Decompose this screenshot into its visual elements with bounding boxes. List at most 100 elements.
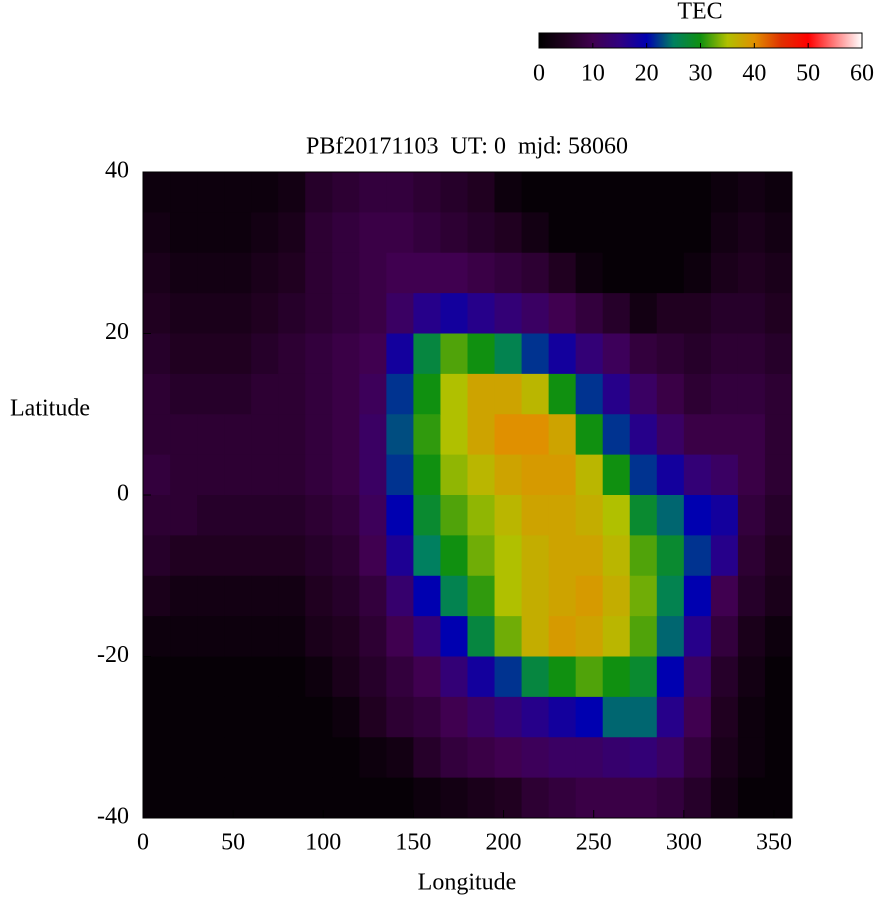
- heat-cell: [710, 333, 739, 375]
- heat-cell: [305, 495, 333, 536]
- heat-cell: [575, 212, 604, 254]
- heat-cell: [359, 414, 387, 456]
- heat-cell: [521, 575, 550, 617]
- heat-cell: [224, 616, 252, 657]
- heat-cell: [332, 737, 360, 779]
- heat-cell: [278, 696, 306, 738]
- heat-cell: [629, 777, 658, 819]
- heat-cell: [737, 212, 766, 254]
- heat-cell: [305, 777, 333, 819]
- heat-cell: [332, 293, 360, 334]
- heat-cell: [170, 495, 198, 536]
- heat-cell: [413, 333, 441, 375]
- heat-cell: [170, 656, 198, 698]
- heat-cell: [737, 696, 766, 738]
- heat-cell: [629, 656, 658, 698]
- heat-cell: [683, 656, 712, 698]
- heat-cell: [710, 172, 739, 213]
- heat-cell: [521, 333, 550, 375]
- heat-cell: [332, 373, 360, 415]
- heat-cell: [224, 333, 252, 375]
- heat-cell: [197, 293, 225, 334]
- heat-cell: [683, 495, 712, 536]
- heat-cell: [359, 777, 387, 819]
- heat-cell: [548, 373, 577, 415]
- heat-cell: [413, 575, 441, 617]
- heat-cell: [467, 252, 496, 294]
- heat-cell: [764, 333, 793, 375]
- heat-cell: [548, 616, 577, 657]
- heat-cell: [683, 414, 712, 456]
- heat-cell: [710, 212, 739, 254]
- heat-cell: [440, 575, 468, 617]
- heat-cell: [359, 656, 387, 698]
- heat-cell: [197, 252, 225, 294]
- heat-cell: [332, 454, 360, 496]
- heat-cell: [170, 575, 198, 617]
- heat-cell: [305, 414, 333, 456]
- heat-cell: [224, 212, 252, 254]
- heat-cell: [386, 737, 414, 779]
- x-tick-label: 0: [137, 830, 149, 856]
- colorbar-tick-label: 0: [533, 61, 545, 87]
- heat-cell: [197, 737, 225, 779]
- heat-cell: [332, 616, 360, 657]
- heat-cell: [143, 414, 171, 456]
- heat-cell: [440, 737, 468, 779]
- heat-cell: [467, 454, 496, 496]
- heat-cell: [143, 373, 171, 415]
- heat-cell: [440, 495, 468, 536]
- heat-cell: [737, 737, 766, 779]
- heat-cell: [386, 575, 414, 617]
- heat-cell: [467, 293, 496, 334]
- heat-cell: [359, 333, 387, 375]
- heat-cell: [656, 575, 685, 617]
- heat-cell: [251, 252, 279, 294]
- heat-cell: [575, 293, 604, 334]
- heat-cell: [278, 777, 306, 819]
- x-tick-label: 150: [395, 830, 431, 856]
- colorbar-tick-label: 50: [796, 61, 820, 87]
- heat-cell: [359, 696, 387, 738]
- heat-cell: [332, 575, 360, 617]
- heat-cell: [413, 616, 441, 657]
- heat-cell: [224, 454, 252, 496]
- heat-cell: [548, 172, 577, 213]
- heat-cell: [683, 696, 712, 738]
- heat-cell: [629, 333, 658, 375]
- heat-cell: [305, 575, 333, 617]
- x-tick-label: 100: [305, 830, 341, 856]
- heat-cell: [359, 252, 387, 294]
- heat-cell: [521, 293, 550, 334]
- heat-cell: [332, 777, 360, 819]
- heat-cell: [170, 535, 198, 577]
- heat-cell: [494, 696, 523, 738]
- heat-cell: [386, 696, 414, 738]
- heat-cell: [494, 737, 523, 779]
- heat-cell: [440, 777, 468, 819]
- heat-cell: [494, 293, 523, 334]
- heat-cell: [467, 495, 496, 536]
- heat-cell: [602, 616, 631, 657]
- heat-cell: [629, 172, 658, 213]
- heat-cell: [683, 252, 712, 294]
- x-tick-label: 300: [666, 830, 702, 856]
- heat-cell: [359, 172, 387, 213]
- heat-cell: [602, 454, 631, 496]
- heat-cell: [251, 656, 279, 698]
- heat-cell: [278, 535, 306, 577]
- heat-cell: [440, 696, 468, 738]
- heat-cell: [143, 737, 171, 779]
- heat-cell: [386, 454, 414, 496]
- heat-cell: [359, 495, 387, 536]
- heat-cell: [656, 777, 685, 819]
- heat-cell: [521, 495, 550, 536]
- heat-cell: [710, 535, 739, 577]
- heat-cell: [143, 333, 171, 375]
- heat-cell: [278, 495, 306, 536]
- heat-cell: [224, 737, 252, 779]
- heat-cell: [413, 454, 441, 496]
- heat-cell: [440, 172, 468, 213]
- heat-cell: [170, 454, 198, 496]
